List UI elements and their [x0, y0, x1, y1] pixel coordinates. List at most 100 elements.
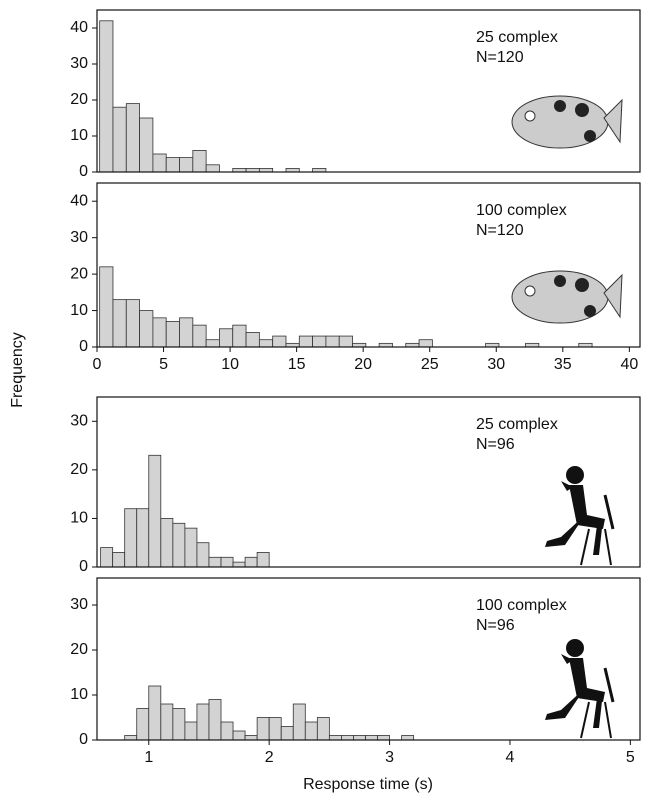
bar — [172, 522, 186, 568]
bar — [338, 335, 353, 348]
x-tick-label: 5 — [159, 356, 168, 373]
bar — [165, 157, 180, 173]
bar — [245, 332, 260, 348]
bar — [272, 335, 287, 348]
x-tick-label: 2 — [265, 749, 274, 766]
person-icon — [545, 466, 615, 566]
bar — [232, 730, 246, 741]
bar — [292, 703, 306, 741]
bar — [328, 735, 342, 741]
y-tick-label: 0 — [79, 163, 88, 180]
y-tick-label: 10 — [70, 127, 88, 144]
bar — [152, 317, 167, 348]
bar — [205, 164, 220, 173]
x-tick-label: 15 — [288, 356, 306, 373]
y-tick-label: 20 — [70, 265, 88, 282]
y-tick-label: 40 — [70, 192, 88, 209]
y-tick-label: 30 — [70, 413, 88, 430]
bar — [401, 735, 415, 741]
y-tick-label: 0 — [79, 338, 88, 355]
bar — [148, 454, 162, 568]
bar — [124, 508, 138, 568]
bar — [325, 335, 340, 348]
bar — [124, 735, 138, 741]
y-tick-label: 20 — [70, 641, 88, 658]
plot-frame — [96, 182, 641, 348]
x-tick-label: 3 — [385, 749, 394, 766]
bar — [112, 106, 127, 173]
y-tick-label: 0 — [79, 558, 88, 575]
y-tick-label: 20 — [70, 461, 88, 478]
bar — [220, 721, 234, 741]
bar — [312, 335, 327, 348]
y-tick-label: 30 — [70, 596, 88, 613]
fish-icon — [511, 270, 623, 324]
bar — [304, 721, 318, 741]
x-axis-label: Response time (s) — [303, 776, 433, 793]
plot-frame — [96, 577, 641, 741]
bar — [148, 685, 162, 741]
y-tick-label: 10 — [70, 302, 88, 319]
bar — [365, 735, 378, 741]
bar — [192, 149, 207, 173]
y-tick-label: 30 — [70, 55, 88, 72]
y-tick-label: 0 — [79, 731, 88, 748]
annotation: 100 complex — [476, 202, 567, 219]
bar — [125, 103, 140, 173]
bar — [152, 153, 167, 173]
annotation: 25 complex — [476, 29, 558, 46]
bar — [232, 561, 246, 568]
annotation: N=120 — [476, 222, 524, 239]
y-tick-label: 20 — [70, 91, 88, 108]
bar — [165, 321, 180, 348]
annotation: N=96 — [476, 617, 515, 634]
bar — [139, 310, 154, 348]
bar — [268, 717, 282, 741]
x-tick-label: 1 — [144, 749, 153, 766]
fish-icon — [511, 95, 623, 149]
bar — [184, 527, 198, 568]
bar — [99, 20, 114, 173]
bar — [377, 735, 390, 741]
bar — [341, 735, 354, 741]
bar — [179, 157, 194, 173]
bar — [280, 726, 294, 741]
person-icon — [545, 639, 615, 739]
bar — [232, 324, 247, 348]
bar — [136, 508, 150, 568]
bar — [196, 703, 210, 741]
x-tick-label: 5 — [626, 749, 635, 766]
x-tick-label: 35 — [554, 356, 572, 373]
y-tick-label: 10 — [70, 686, 88, 703]
annotation: 100 complex — [476, 597, 567, 614]
x-tick-label: 20 — [354, 356, 372, 373]
x-tick-label: 30 — [487, 356, 505, 373]
bar — [244, 556, 258, 568]
x-tick-label: 0 — [93, 356, 102, 373]
bar — [418, 339, 433, 348]
bar — [99, 266, 114, 348]
bar — [256, 717, 270, 741]
bar — [179, 317, 194, 348]
bar — [258, 339, 274, 348]
bar — [220, 556, 234, 568]
bar — [100, 547, 114, 568]
bar — [136, 708, 150, 741]
x-tick-label: 40 — [620, 356, 638, 373]
bar — [139, 117, 154, 173]
bar — [112, 552, 126, 568]
bar — [298, 335, 314, 348]
bar — [160, 703, 174, 741]
bar — [160, 518, 174, 568]
x-tick-label: 25 — [421, 356, 439, 373]
bar — [353, 735, 366, 741]
bar — [172, 708, 186, 741]
plot-frame — [96, 9, 641, 173]
x-tick-label: 4 — [506, 749, 515, 766]
bar — [219, 328, 234, 348]
y-tick-label: 40 — [70, 19, 88, 36]
bar — [316, 717, 330, 741]
y-axis-label: Frequency — [9, 332, 26, 408]
bar — [196, 542, 210, 568]
